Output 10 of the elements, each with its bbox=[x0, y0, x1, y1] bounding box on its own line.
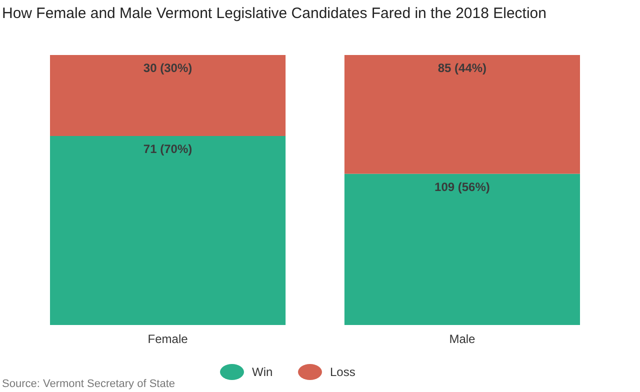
legend-label: Loss bbox=[330, 365, 356, 379]
data-label: 109 (56%) bbox=[434, 180, 490, 194]
x-tick-label: Female bbox=[148, 332, 188, 346]
chart-title: How Female and Male Vermont Legislative Candidates Fared in the 2018 Election bbox=[2, 5, 546, 22]
data-label: 30 (30%) bbox=[143, 61, 192, 75]
data-label: 71 (70%) bbox=[143, 142, 192, 156]
legend-label: Win bbox=[252, 365, 273, 379]
x-tick-label: Male bbox=[449, 332, 476, 346]
source-note: Source: Vermont Secretary of State bbox=[2, 378, 176, 390]
data-label: 85 (44%) bbox=[438, 61, 487, 75]
